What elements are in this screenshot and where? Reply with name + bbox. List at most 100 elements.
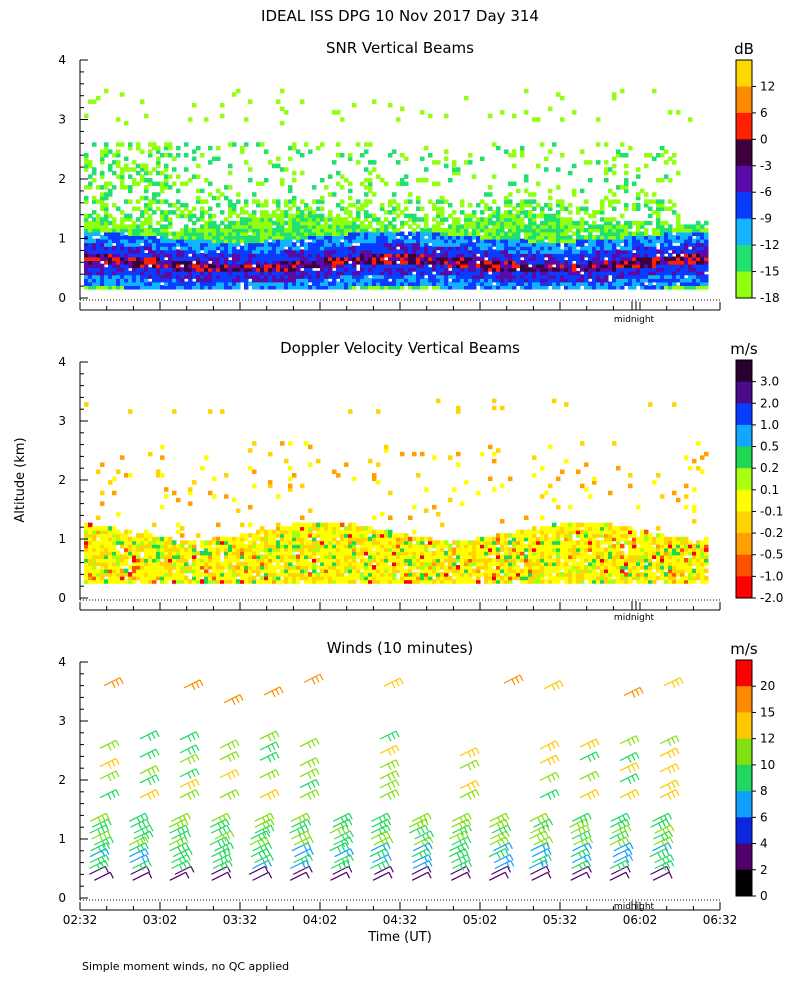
- snr-cell: [308, 206, 313, 212]
- doppler-cell: [244, 543, 249, 549]
- snr-cell: [668, 245, 673, 251]
- snr-cell: [700, 235, 705, 240]
- snr-cell: [116, 270, 121, 276]
- snr-cell: [444, 267, 449, 272]
- snr-cell: [448, 263, 453, 269]
- snr-cell: [200, 252, 205, 258]
- snr-cell: [388, 245, 393, 251]
- snr-cell: [572, 252, 577, 258]
- snr-cell: [624, 181, 629, 187]
- snr-cell: [588, 285, 593, 290]
- snr-cell: [660, 238, 665, 244]
- snr-cell: [120, 281, 125, 287]
- snr-cell: [84, 263, 89, 269]
- doppler-cell: [164, 568, 169, 574]
- snr-cell: [304, 256, 309, 262]
- snr-cell: [332, 270, 337, 276]
- snr-cell: [548, 188, 553, 194]
- snr-cell: [156, 192, 161, 197]
- snr-cell: [560, 235, 565, 240]
- snr-cell: [188, 217, 193, 222]
- snr-cell: [176, 256, 181, 262]
- snr-cell: [560, 249, 565, 254]
- doppler-cell: [168, 550, 173, 556]
- doppler-cell: [372, 536, 377, 542]
- snr-cell: [676, 213, 681, 219]
- doppler-cell: [200, 572, 205, 577]
- doppler-cell: [176, 547, 181, 552]
- snr-cell: [312, 238, 317, 244]
- snr-cell: [652, 252, 657, 258]
- snr-cell: [168, 281, 173, 287]
- doppler-cell: [308, 565, 313, 570]
- snr-cell: [244, 245, 249, 251]
- snr-cell: [100, 242, 105, 247]
- snr-cell: [460, 281, 465, 287]
- doppler-cell: [216, 565, 221, 570]
- snr-cell: [664, 174, 669, 179]
- doppler-cell: [152, 543, 157, 549]
- doppler-cell: [400, 561, 405, 567]
- doppler-cell: [432, 540, 437, 545]
- snr-cell: [672, 270, 677, 276]
- snr-cell: [676, 256, 681, 262]
- snr-cell: [452, 277, 457, 283]
- doppler-cell: [156, 558, 161, 563]
- doppler-cell: [160, 540, 165, 545]
- doppler-cell: [96, 540, 101, 545]
- snr-cell: [92, 167, 97, 172]
- snr-cell: [392, 260, 397, 265]
- snr-cell: [300, 217, 305, 222]
- snr-cell: [348, 252, 353, 258]
- doppler-cell: [300, 575, 305, 581]
- snr-cell: [516, 238, 521, 244]
- doppler-cell: [436, 568, 441, 574]
- snr-cell: [100, 199, 105, 204]
- snr-cell: [516, 274, 521, 279]
- doppler-cell: [116, 579, 121, 584]
- doppler-cell: [348, 565, 353, 570]
- snr-cell: [228, 274, 233, 279]
- snr-cell: [184, 285, 189, 290]
- doppler-cell: [264, 540, 269, 545]
- doppler-cell: [332, 469, 337, 475]
- snr-cell: [520, 149, 525, 154]
- snr-cell: [504, 242, 509, 247]
- snr-cell: [228, 260, 233, 265]
- snr-cell: [468, 224, 473, 229]
- snr-cell: [512, 149, 517, 154]
- snr-cell: [664, 260, 669, 265]
- snr-cell: [244, 267, 249, 272]
- doppler-cell: [376, 550, 381, 556]
- snr-cell: [624, 224, 629, 229]
- snr-cell: [184, 152, 189, 158]
- snr-cell: [532, 281, 537, 287]
- snr-cell: [404, 199, 409, 204]
- doppler-cell: [332, 558, 337, 563]
- snr-cell: [588, 281, 593, 287]
- snr-cell: [212, 252, 217, 258]
- snr-cell: [284, 263, 289, 269]
- doppler-cell: [184, 565, 189, 570]
- snr-cell: [268, 213, 273, 219]
- snr-cell: [328, 285, 333, 290]
- doppler-cell: [328, 540, 333, 545]
- doppler-cell: [136, 550, 141, 556]
- snr-cell: [208, 249, 213, 254]
- snr-cell: [624, 170, 629, 176]
- snr-cell: [444, 163, 449, 169]
- doppler-cell: [344, 526, 349, 531]
- snr-cell: [180, 252, 185, 258]
- snr-cell: [132, 242, 137, 247]
- snr-cell: [412, 249, 417, 254]
- snr-cell: [152, 277, 157, 283]
- snr-cell: [232, 231, 237, 237]
- snr-cell: [352, 224, 357, 229]
- snr-cell: [100, 235, 105, 240]
- snr-cell: [360, 270, 365, 276]
- snr-cell: [300, 274, 305, 279]
- doppler-cell: [364, 529, 369, 535]
- doppler-cell: [312, 543, 317, 549]
- doppler-cell: [160, 547, 165, 552]
